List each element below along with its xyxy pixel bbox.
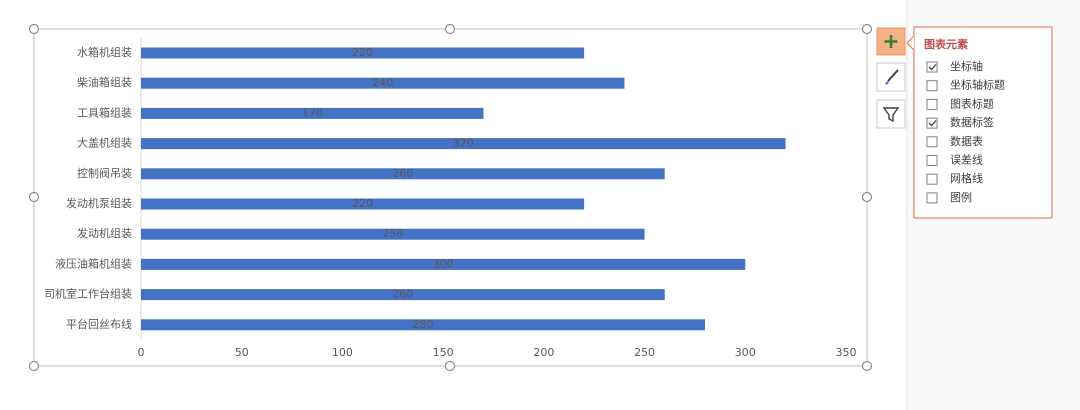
x-tick-label: 100 (332, 346, 353, 359)
brush-icon (887, 69, 899, 82)
option-label[interactable]: 图表标题 (950, 96, 994, 110)
y-tick-label: 司机室工作台组装 (44, 287, 132, 301)
bar (141, 319, 705, 331)
bar (141, 168, 665, 180)
chart-filters-button[interactable] (876, 99, 906, 129)
handle[interactable] (444, 360, 456, 372)
bar (141, 107, 484, 119)
y-tick-label: 柴油箱组装 (77, 75, 132, 89)
handle[interactable] (28, 191, 40, 203)
x-tick-label: 50 (235, 346, 249, 359)
check-mark (928, 64, 937, 71)
option-label[interactable]: 坐标轴标题 (950, 78, 1005, 92)
checkbox[interactable] (926, 80, 938, 92)
handle[interactable] (861, 360, 873, 372)
data-label: 220 (352, 197, 373, 210)
bar (141, 289, 665, 301)
checkbox[interactable] (926, 98, 938, 110)
checkbox[interactable] (926, 192, 938, 204)
check-mark (928, 120, 937, 127)
data-label: 220 (352, 46, 373, 59)
checkbox[interactable] (926, 61, 938, 73)
x-tick-label: 150 (433, 346, 454, 359)
option-label[interactable]: 网格线 (950, 171, 983, 185)
y-tick-label: 发动机组装 (77, 226, 132, 240)
option-label[interactable]: 图例 (950, 190, 972, 204)
data-label: 260 (392, 167, 413, 180)
checkbox[interactable] (926, 117, 938, 129)
y-tick-label: 平台回丝布线 (66, 317, 132, 331)
chart-elements-button[interactable] (876, 27, 906, 56)
x-tick-label: 250 (634, 346, 655, 359)
data-label: 260 (392, 288, 413, 301)
option-label[interactable]: 坐标轴 (950, 59, 983, 73)
data-label: 170 (302, 106, 323, 119)
data-label: 280 (413, 318, 434, 331)
checkbox[interactable] (926, 155, 938, 166)
bar (141, 138, 786, 150)
chart-styles-button[interactable] (876, 62, 906, 92)
option-label[interactable]: 数据表 (950, 134, 983, 148)
y-tick-label: 大盖机组装 (77, 136, 132, 150)
y-tick-label: 发动机泵组装 (66, 196, 132, 210)
handle[interactable] (444, 23, 456, 35)
filter-icon (882, 107, 900, 123)
plus-icon (884, 35, 898, 48)
bar (141, 198, 585, 210)
y-tick-label: 工具箱组装 (77, 105, 132, 119)
data-label: 300 (433, 257, 454, 270)
bar (141, 258, 746, 270)
option-label[interactable]: 误差线 (950, 153, 983, 167)
checkbox[interactable] (926, 173, 938, 185)
x-tick-label: 350 (836, 346, 857, 359)
x-tick-label: 0 (138, 346, 145, 359)
x-tick-label: 200 (533, 346, 554, 359)
y-tick-label: 水箱机组装 (77, 45, 132, 59)
resize-handles (28, 23, 873, 372)
panel-pointer (906, 35, 915, 51)
data-label: 250 (382, 227, 403, 240)
handle[interactable] (861, 23, 873, 35)
y-tick-label: 液压油箱机组装 (55, 256, 132, 270)
x-tick-label: 300 (735, 346, 756, 359)
checkbox[interactable] (926, 136, 938, 148)
data-label: 240 (372, 76, 393, 89)
bar (141, 228, 645, 240)
handle[interactable] (861, 191, 873, 203)
option-label[interactable]: 数据标签 (950, 115, 994, 129)
data-label: 320 (453, 137, 474, 150)
handle[interactable] (28, 23, 40, 35)
handle[interactable] (28, 360, 40, 372)
bar (141, 47, 585, 59)
bar (141, 77, 625, 89)
button-bg (876, 99, 906, 129)
y-tick-label: 控制阀吊装 (77, 166, 132, 180)
panel-title: 图表元素 (924, 37, 968, 51)
brush-tip (885, 81, 889, 85)
